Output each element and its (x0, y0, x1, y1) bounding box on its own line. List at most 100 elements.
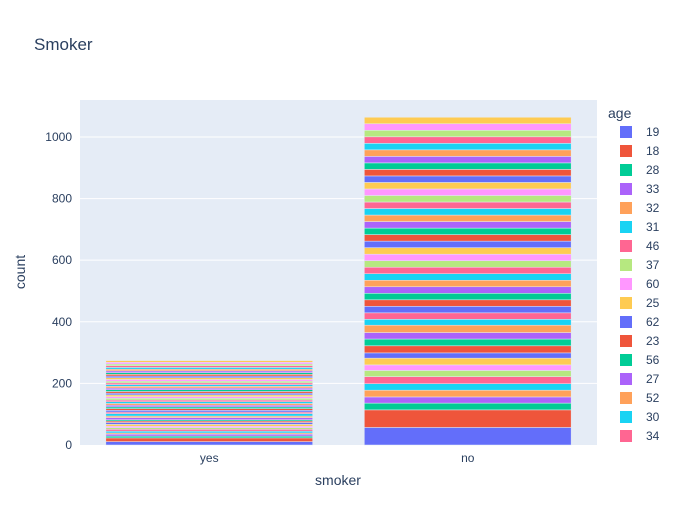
bar-segment-no-other[interactable] (364, 273, 572, 281)
bar-segment-no-other[interactable] (364, 130, 572, 138)
legend-item-25[interactable]: 25 (620, 296, 660, 310)
bar-segment-yes-other[interactable] (105, 403, 313, 406)
bar-segment-no-age-30[interactable] (364, 319, 572, 326)
legend-item-27[interactable]: 27 (620, 372, 660, 386)
bar-segment-no-age-32[interactable] (364, 389, 572, 398)
legend-item-28[interactable]: 28 (620, 163, 660, 177)
bar-segment-no-age-37[interactable] (364, 370, 572, 377)
bar-segment-yes-age-31[interactable] (105, 430, 313, 434)
bar-segment-yes-age-28[interactable] (105, 435, 313, 439)
bar-segment-no-other[interactable] (364, 234, 572, 242)
bar-segment-no-age-25[interactable] (364, 357, 572, 366)
bar-segment-no-other[interactable] (364, 188, 572, 196)
bar-segment-no-other[interactable] (364, 286, 572, 294)
bar-segment-yes-other[interactable] (105, 379, 313, 382)
bar-segment-no-age-46[interactable] (364, 376, 572, 384)
bar-segment-no-age-27[interactable] (364, 332, 572, 340)
bar-segment-no-other[interactable] (364, 123, 572, 131)
bar-segment-yes-other[interactable] (105, 368, 313, 372)
bar-segment-no-other[interactable] (364, 136, 572, 144)
bar-segment-no-other[interactable] (364, 195, 572, 203)
bar-segment-no-other[interactable] (364, 214, 572, 222)
bar-segment-yes-other[interactable] (105, 406, 313, 409)
legend-item-60[interactable]: 60 (620, 277, 660, 291)
bar-segment-yes-other[interactable] (105, 396, 313, 399)
legend-item-31[interactable]: 31 (620, 220, 660, 234)
legend-item-33[interactable]: 33 (620, 182, 660, 196)
legend-item-46[interactable]: 46 (620, 239, 660, 253)
bar-segment-yes-other[interactable] (105, 360, 313, 363)
legend-item-19[interactable]: 19 (620, 125, 660, 139)
bar-segment-yes-other[interactable] (105, 380, 313, 384)
bar-segment-no-other[interactable] (364, 149, 572, 157)
bar-segment-no-other[interactable] (364, 143, 572, 151)
bar-segment-no-other[interactable] (364, 221, 572, 229)
legend-item-23[interactable]: 23 (620, 334, 660, 348)
bar-segment-yes-other[interactable] (105, 387, 313, 390)
bar-segment-yes-other[interactable] (105, 394, 313, 397)
bar-segment-yes-age-62[interactable] (105, 422, 313, 425)
bar-segment-yes-other[interactable] (105, 377, 313, 380)
bar-segment-no-other[interactable] (364, 201, 572, 209)
bar-segment-yes-other[interactable] (105, 382, 313, 385)
bar-segment-yes-age-19[interactable] (105, 441, 313, 446)
bar-segment-no-age-28[interactable] (364, 402, 572, 411)
legend-item-37[interactable]: 37 (620, 258, 660, 272)
bar-segment-no-age-18[interactable] (364, 409, 572, 428)
bar-segment-no-other[interactable] (364, 227, 572, 235)
bar-segment-no-other[interactable] (364, 306, 572, 314)
bar-segment-no-other[interactable] (364, 240, 572, 248)
bar-segment-yes-other[interactable] (105, 374, 313, 377)
bar-segment-no-age-23[interactable] (364, 345, 572, 354)
bar-segment-no-other[interactable] (364, 253, 572, 261)
bar-segment-yes-other[interactable] (105, 410, 313, 413)
bar-segment-yes-age-25[interactable] (105, 424, 313, 427)
bar-segment-yes-age-46[interactable] (105, 429, 313, 432)
bar-segment-yes-other[interactable] (105, 398, 313, 401)
bar-segment-yes-other[interactable] (105, 399, 313, 403)
bar-segment-no-other[interactable] (364, 117, 572, 125)
bar-segment-no-other[interactable] (364, 175, 572, 183)
bar-segment-no-other[interactable] (364, 156, 572, 164)
legend-item-30[interactable]: 30 (620, 410, 660, 424)
bar-segment-no-other[interactable] (364, 293, 572, 301)
bar-segment-no-other[interactable] (364, 208, 572, 216)
bar-segment-no-other[interactable] (364, 280, 572, 288)
bar-segment-yes-age-30[interactable] (105, 413, 313, 417)
bar-segment-no-other[interactable] (364, 162, 572, 170)
bar-segment-no-age-62[interactable] (364, 352, 572, 359)
bar-segment-yes-other[interactable] (105, 389, 313, 392)
bar-segment-yes-other[interactable] (105, 386, 313, 389)
bar-segment-no-age-52[interactable] (364, 324, 572, 333)
bar-segment-yes-other[interactable] (105, 392, 313, 396)
bar-segment-yes-other[interactable] (105, 404, 313, 408)
bar-segment-no-age-19[interactable] (364, 427, 572, 446)
legend-item-62[interactable]: 62 (620, 315, 660, 329)
bar-segment-yes-other[interactable] (105, 375, 313, 378)
bar-segment-no-other[interactable] (364, 247, 572, 255)
bar-segment-no-age-60[interactable] (364, 364, 572, 371)
bar-segment-no-other[interactable] (364, 266, 572, 274)
bar-segment-no-age-34[interactable] (364, 312, 572, 320)
bar-segment-yes-other[interactable] (105, 408, 313, 411)
legend-item-32[interactable]: 32 (620, 201, 660, 215)
legend-item-56[interactable]: 56 (620, 353, 660, 367)
bar-segment-no-other[interactable] (364, 182, 572, 190)
bar-segment-yes-other[interactable] (105, 391, 313, 394)
bar-segment-no-age-33[interactable] (364, 396, 572, 404)
bar-segment-no-other[interactable] (364, 299, 572, 307)
bar-segment-no-other[interactable] (364, 260, 572, 268)
bar-segment-yes-other[interactable] (105, 384, 313, 387)
bar-segment-yes-other[interactable] (105, 362, 313, 365)
bar-segment-yes-other[interactable] (105, 401, 313, 404)
bar-segment-no-other[interactable] (364, 169, 572, 177)
bar-segment-yes-age-18[interactable] (105, 437, 313, 442)
legend-item-18[interactable]: 18 (620, 144, 660, 158)
bar-segment-yes-other[interactable] (105, 372, 313, 375)
bar-segment-yes-age-33[interactable] (105, 433, 313, 437)
bar-segment-yes-other[interactable] (105, 363, 313, 366)
bar-segment-yes-other[interactable] (105, 370, 313, 373)
legend-item-34[interactable]: 34 (620, 429, 660, 443)
bar-segment-yes-age-27[interactable] (105, 417, 313, 420)
bar-segment-no-age-56[interactable] (364, 338, 572, 347)
